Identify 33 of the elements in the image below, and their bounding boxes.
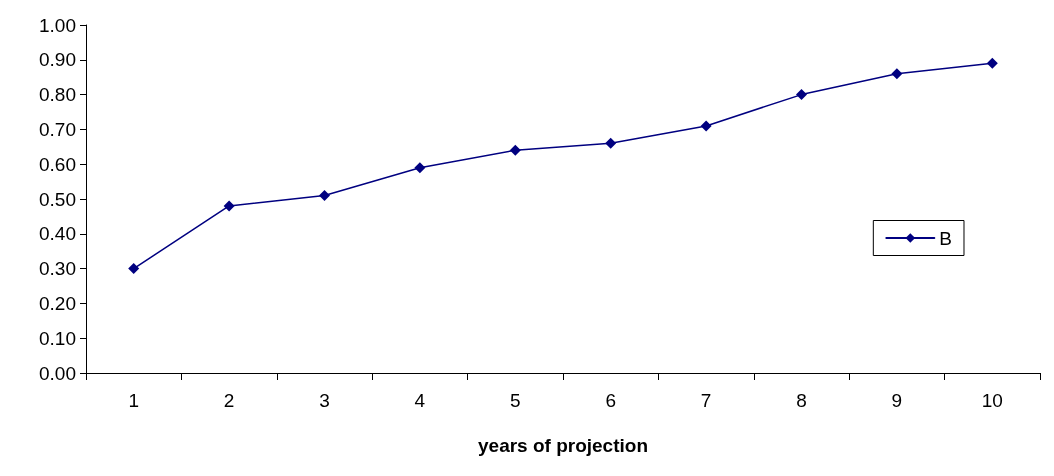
point (128, 263, 140, 275)
point (319, 190, 330, 202)
x-tick-label: 6 (605, 390, 616, 411)
x-tick-label: 10 (981, 390, 1003, 411)
y-tick-label: 0.50 (39, 188, 76, 210)
point (509, 144, 521, 156)
x-tick-label: 1 (128, 390, 139, 411)
y-tick-label: 0.10 (39, 327, 76, 349)
x-tick-label: 2 (223, 390, 235, 411)
point (223, 200, 235, 212)
y-tick-label: 0.40 (39, 223, 76, 245)
x-tick-label: 5 (510, 390, 521, 411)
x-tick-label: 4 (414, 390, 426, 411)
point (891, 68, 903, 80)
x-axis-title: years of projection (478, 435, 648, 456)
y-tick-label: 0.80 (39, 84, 76, 106)
point (986, 57, 998, 69)
point (796, 89, 807, 101)
y-tick-label: 0.00 (39, 362, 76, 384)
x-tick-label: 8 (796, 390, 807, 411)
x-tick-label: 9 (891, 390, 903, 411)
legend-label: B (939, 227, 953, 249)
y-tick-label: 0.90 (39, 49, 76, 71)
x-tick-label: 7 (700, 390, 712, 411)
x-tick-label: 3 (319, 390, 330, 411)
y-tick-label: 0.30 (39, 258, 76, 280)
y-tick-label: 0.70 (39, 118, 76, 140)
y-tick-label: 0.60 (39, 153, 76, 175)
y-tick-label: 0.20 (39, 292, 76, 314)
y-tick-label: 1.00 (39, 14, 76, 36)
point (605, 137, 617, 149)
point (414, 162, 426, 174)
point (700, 120, 712, 132)
